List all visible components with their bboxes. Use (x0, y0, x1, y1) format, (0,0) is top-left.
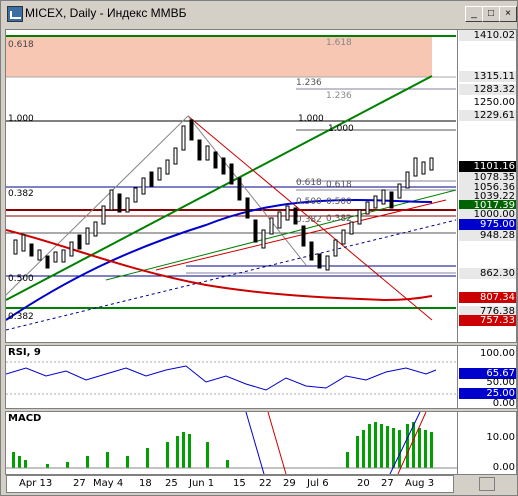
date-label: Aug 3 (405, 478, 435, 489)
date-label: 29 (283, 478, 296, 489)
axis-tick: 1283.32 (459, 84, 516, 95)
date-label: 20 (357, 478, 370, 489)
red-level-price-tag: 757.33 (459, 315, 516, 326)
fib-extension-zone (6, 36, 432, 77)
maximize-button[interactable]: □ (482, 6, 500, 22)
axis-tick: 1039.22 (459, 191, 516, 202)
axis-tick: 0.00 (492, 462, 515, 473)
date-label: 18 (139, 478, 152, 489)
date-axis: Apr 13 27 May 4 18 25 Jun 1 15 22 29 Jul… (6, 475, 454, 493)
fib-label: 0.618 (8, 40, 34, 50)
fib-label: 0.382 (326, 214, 352, 224)
fib-label: 0.618 (326, 180, 352, 190)
axis-tick: 776.38 (459, 306, 516, 317)
macd-title: MACD (8, 413, 42, 424)
red-moving-average (6, 229, 433, 302)
fib-label: 0.500 (296, 197, 322, 207)
macd-svg (6, 412, 457, 474)
date-label: 15 (233, 478, 246, 489)
date-label: 22 (259, 478, 272, 489)
chart-app-icon (7, 6, 23, 22)
date-label: 25 (165, 478, 178, 489)
fib-label: 0.382 (8, 312, 34, 322)
date-label: May 4 (93, 478, 124, 489)
macd-histogram (12, 422, 433, 468)
green-price-tag: 1017.39 (459, 200, 516, 211)
title-bar[interactable]: MICEX, Daily - Индекс ММВБ _ □ × (3, 3, 517, 23)
close-button[interactable]: × (499, 6, 517, 22)
axis-tick: 1078.35 (459, 172, 516, 183)
rsi-axis: 100.00 65.67 50.00 25.00 0.00 (457, 346, 516, 409)
rsi-level-tag: 25.00 (459, 388, 516, 399)
trend-line (6, 219, 457, 331)
fib-label: 1.236 (296, 78, 322, 88)
axis-tick: 1000.00 (459, 209, 516, 220)
axis-tick: 948.28 (459, 230, 516, 241)
window-title: MICEX, Daily - Индекс ММВБ (25, 6, 187, 20)
rsi-title: RSI, 9 (8, 347, 41, 358)
axis-tick: 862.30 (459, 268, 516, 279)
rsi-value-tag: 65.67 (459, 368, 516, 379)
price-axis: 1410.02 1315.11 1283.32 1250.00 1229.61 … (457, 30, 516, 342)
macd-axis: 10.00 0.00 (457, 412, 516, 474)
rsi-svg (6, 361, 457, 395)
fib-label: 1.618 (326, 38, 352, 48)
fib-label: 1.000 (328, 124, 354, 134)
axis-tick: 1410.02 (459, 30, 516, 41)
blue-price-tag: 975.00 (459, 219, 516, 230)
axis-tick: 1229.61 (459, 110, 516, 121)
trend-line (105, 189, 457, 281)
minimize-button[interactable]: _ (465, 6, 483, 22)
trend-line (155, 199, 447, 271)
trend-line (6, 115, 189, 296)
axis-tick: 100.00 (480, 348, 515, 359)
candlestick-series (13, 119, 434, 271)
price-chart-pane[interactable]: 0.618 1.618 1.236 1.236 1.000 1.000 1.00… (5, 29, 517, 343)
red-ma-price-tag: 807.34 (459, 292, 516, 303)
fib-label: 0.382 (8, 189, 34, 199)
fib-label: 0.500 (8, 274, 34, 284)
fib-label: 1.000 (8, 114, 34, 124)
fib-label: 1.236 (326, 91, 352, 101)
date-label: Jul 6 (307, 478, 329, 489)
trend-line (6, 75, 433, 301)
trend-line (187, 115, 433, 321)
axis-tick: 1250.00 (473, 97, 515, 108)
date-label: 27 (381, 478, 394, 489)
fib-label: 1.000 (298, 114, 324, 124)
axis-tick: 1315.11 (459, 71, 516, 82)
date-label: 27 (73, 478, 86, 489)
fib-label: 0.500 (326, 197, 352, 207)
date-label: Apr 13 (19, 478, 53, 489)
axis-tick: 10.00 (486, 432, 515, 443)
fib-label: 0.382 (296, 215, 322, 225)
axis-tick: 1056.36 (459, 182, 516, 193)
price-chart-svg (6, 35, 457, 331)
rsi-line (6, 365, 437, 391)
blue-moving-average (6, 198, 433, 321)
axis-tick: 0.00 (492, 398, 515, 409)
axis-corner-icon[interactable] (479, 477, 495, 491)
rsi-pane[interactable]: RSI, 9 100.00 65.67 50.00 25.00 0.00 (5, 345, 517, 409)
current-price-tag: 1101.16 (459, 161, 516, 172)
fib-label: 0.618 (296, 178, 322, 188)
macd-pane[interactable]: MACD (5, 411, 517, 475)
date-label: Jun 1 (189, 478, 215, 489)
axis-tick: 50.00 (486, 377, 515, 388)
trend-line (187, 115, 307, 266)
